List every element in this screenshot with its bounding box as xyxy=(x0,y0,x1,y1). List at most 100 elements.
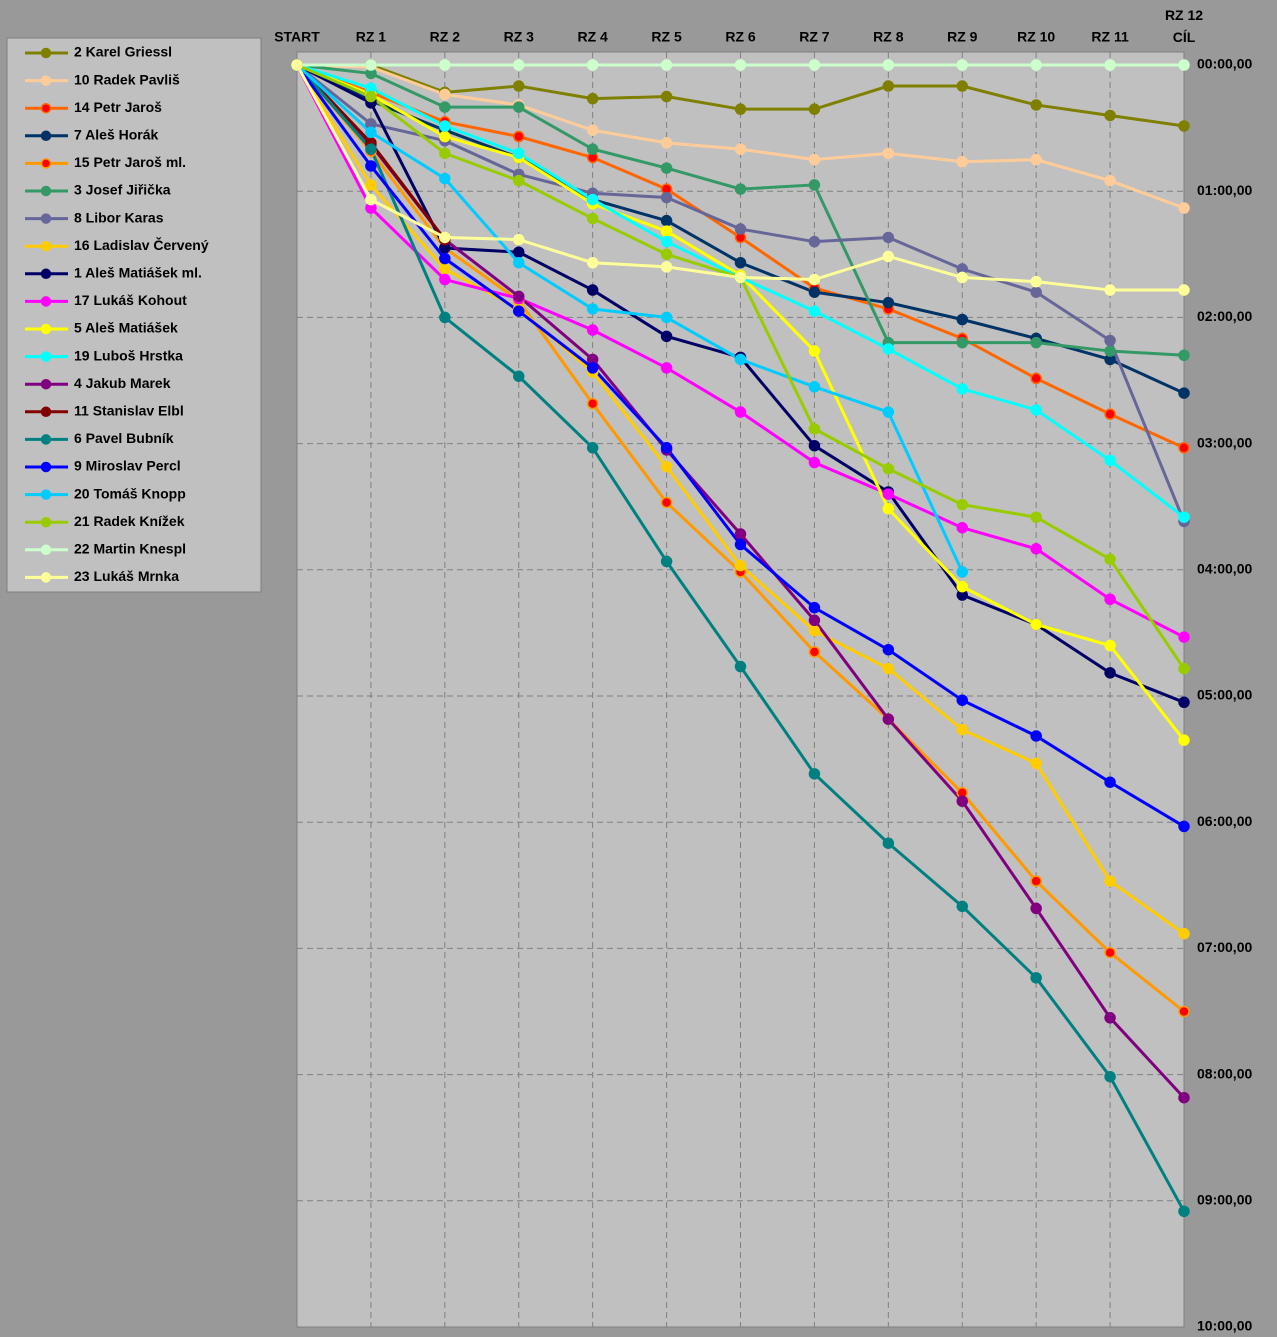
marker xyxy=(808,646,821,658)
marker xyxy=(956,59,968,71)
legend-label: 11 Stanislav Elbl xyxy=(74,403,184,419)
legend-label: 4 Jakub Marek xyxy=(74,375,171,391)
marker xyxy=(734,559,747,572)
legend-marker xyxy=(40,158,52,169)
legend-marker xyxy=(40,240,52,252)
x-tick-label: RZ 4 xyxy=(577,29,608,45)
marker xyxy=(1030,372,1042,385)
legend-label: 23 Lukáš Mrnka xyxy=(74,568,179,584)
marker xyxy=(1104,553,1116,566)
marker xyxy=(1104,284,1116,296)
legend-marker xyxy=(40,378,52,390)
marker xyxy=(956,313,968,326)
marker xyxy=(1104,946,1116,959)
legend-label: 20 Tomáš Knopp xyxy=(74,485,186,501)
marker xyxy=(660,330,673,343)
marker xyxy=(734,143,747,155)
marker xyxy=(1030,511,1042,523)
legend-marker xyxy=(40,213,52,224)
legend-marker xyxy=(40,572,52,583)
marker xyxy=(956,694,968,706)
marker xyxy=(808,286,821,298)
marker xyxy=(882,488,895,500)
legend-label: 10 Radek Pavliš xyxy=(74,71,180,87)
x-tick-label: RZ 5 xyxy=(651,29,682,45)
marker xyxy=(513,290,525,303)
marker xyxy=(1178,120,1190,132)
marker xyxy=(660,162,673,174)
marker xyxy=(660,191,673,204)
marker xyxy=(1030,59,1042,71)
marker xyxy=(660,214,673,227)
marker xyxy=(808,273,821,286)
marker xyxy=(586,397,599,410)
marker xyxy=(882,662,895,675)
legend-label: 15 Petr Jaroš ml. xyxy=(74,154,186,170)
y-tick-label: 10:00,00 xyxy=(1197,1318,1252,1334)
legend-label: 7 Aleš Horák xyxy=(74,127,159,143)
marker xyxy=(1178,1005,1190,1018)
marker xyxy=(882,503,895,515)
marker xyxy=(513,174,525,187)
marker xyxy=(660,442,673,454)
legend-label: 2 Karel Griessl xyxy=(74,44,172,60)
marker xyxy=(882,296,895,309)
marker xyxy=(660,59,673,71)
marker xyxy=(808,153,821,166)
marker xyxy=(734,528,747,540)
legend-marker xyxy=(40,323,52,335)
legend-marker xyxy=(40,130,52,142)
marker xyxy=(1178,1205,1190,1218)
marker xyxy=(586,256,599,269)
legend xyxy=(6,37,262,593)
x-tick-label: RZ 1 xyxy=(356,29,387,45)
legend-marker xyxy=(40,75,52,86)
marker xyxy=(734,538,747,551)
marker xyxy=(1178,284,1190,296)
marker xyxy=(513,233,525,246)
marker xyxy=(365,160,377,172)
marker xyxy=(291,59,303,71)
y-tick-label: 06:00,00 xyxy=(1197,813,1252,829)
marker xyxy=(882,231,895,244)
marker xyxy=(1178,734,1190,746)
series-line xyxy=(295,63,964,573)
marker xyxy=(586,212,599,225)
legend-marker xyxy=(40,47,52,59)
legend-label: 9 Miroslav Percl xyxy=(74,458,181,474)
marker xyxy=(1178,927,1190,940)
marker xyxy=(808,305,821,317)
marker xyxy=(882,147,895,160)
marker xyxy=(734,660,747,673)
legend-label: 21 Radek Knížek xyxy=(74,513,185,529)
legend-label: 5 Aleš Matiášek xyxy=(74,320,178,336)
marker xyxy=(882,80,895,92)
marker xyxy=(439,59,451,71)
marker xyxy=(365,193,377,206)
marker xyxy=(808,103,821,115)
marker xyxy=(734,406,747,418)
legend-marker xyxy=(40,516,52,528)
marker xyxy=(660,248,673,261)
marker xyxy=(439,311,451,324)
marker xyxy=(660,496,673,509)
marker xyxy=(1178,442,1190,454)
x-tick-label: RZ 9 xyxy=(947,29,978,45)
marker xyxy=(586,143,599,155)
marker xyxy=(734,353,747,366)
marker xyxy=(586,362,599,374)
legend-marker xyxy=(40,185,52,197)
marker xyxy=(586,59,599,71)
x-tick-label: RZ 3 xyxy=(504,29,535,45)
marker xyxy=(808,456,821,469)
x-tick-label: RZ 6 xyxy=(725,29,756,45)
y-tick-label: 01:00,00 xyxy=(1197,182,1252,198)
legend-label: 17 Lukáš Kohout xyxy=(74,292,187,308)
x-tick-label: START xyxy=(274,29,320,45)
marker xyxy=(1030,153,1042,166)
y-tick-label: 00:00,00 xyxy=(1197,56,1252,72)
marker xyxy=(660,555,673,568)
marker xyxy=(439,252,451,265)
marker xyxy=(1030,972,1042,984)
